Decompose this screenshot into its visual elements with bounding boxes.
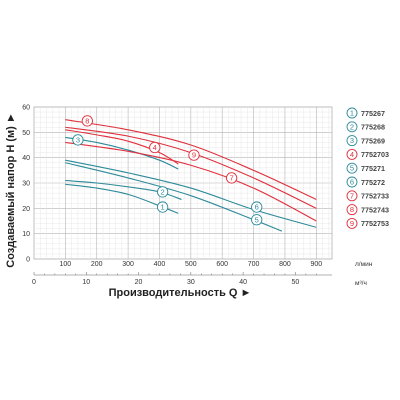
series-line-775271 <box>65 162 283 232</box>
legend-circle-9 <box>346 217 358 229</box>
x-tick-label: 700 <box>248 261 260 268</box>
y-tick-label: 40 <box>22 155 30 162</box>
curve-label-circle-6 <box>251 201 263 213</box>
legend-number-3: 3 <box>350 136 354 145</box>
series-line-7752703 <box>65 129 179 165</box>
legend-number-1: 1 <box>350 109 354 118</box>
x-tick-label: 800 <box>279 261 291 268</box>
y-tick-label: 20 <box>22 206 30 213</box>
curve-label-circle-4 <box>149 141 161 154</box>
curve-label-circle-5 <box>251 214 263 226</box>
legend-entry-7752703: 7752703 <box>361 150 389 159</box>
legend-circle-1 <box>346 107 358 119</box>
y-tick-label: 30 <box>22 181 30 188</box>
curve-label-number-8: 8 <box>85 117 89 126</box>
legend-circle-4 <box>346 148 358 160</box>
x-tick-label: 200 <box>91 261 103 268</box>
curve-label-circle-1 <box>156 201 169 213</box>
y-tick-label: 50 <box>22 130 30 137</box>
legend-number-6: 6 <box>350 178 354 187</box>
curve-label-number-6: 6 <box>255 203 259 212</box>
legend-circle-7 <box>346 190 358 202</box>
legend-entry-7752743: 7752743 <box>361 205 389 214</box>
legend-circle-5 <box>346 162 358 174</box>
series-line-7752733 <box>65 141 317 222</box>
curve-labels: 1 2 3 4 5 6 7 8 9 <box>72 115 263 226</box>
legend-entry-775271: 775271 <box>361 164 385 173</box>
x2-tick-label: 30 <box>187 279 195 286</box>
curve-label-number-1: 1 <box>161 203 165 212</box>
x-unit-secondary: м³/ч <box>355 280 367 287</box>
x-tick-label: 600 <box>216 261 228 268</box>
x2-tick-label: 0 <box>32 279 36 286</box>
y-tick-label: 10 <box>22 231 30 238</box>
legend-entry-775267: 775267 <box>361 109 385 118</box>
x2-tick-label: 40 <box>239 279 247 286</box>
curve-label-number-9: 9 <box>192 151 196 160</box>
x2-tick-label: 10 <box>82 279 90 286</box>
x-tick-label: 400 <box>154 261 166 268</box>
curve-label-number-5: 5 <box>255 215 259 224</box>
curve-label-number-3: 3 <box>76 136 80 145</box>
x-unit-primary: л/мин <box>355 261 373 268</box>
legend-circle-2 <box>346 121 358 133</box>
legend-entry-7752733: 7752733 <box>361 192 389 201</box>
grid <box>33 106 333 260</box>
legend-number-9: 9 <box>350 219 354 228</box>
x2-tick-label: 50 <box>292 279 300 286</box>
legend-circle-3 <box>346 135 358 147</box>
curve-label-circle-2 <box>156 186 169 198</box>
legend-number-5: 5 <box>350 164 354 173</box>
legend-number-2: 2 <box>350 122 354 131</box>
legend-entry-775269: 775269 <box>361 136 385 145</box>
curve-label-circle-7 <box>225 172 238 184</box>
legend-number-8: 8 <box>350 205 354 214</box>
x2-tick-label: 20 <box>135 279 143 286</box>
legend: 1 775267 2 775268 3 775269 4 7752703 5 775271 6 775… <box>346 107 389 229</box>
x-tick-label: 300 <box>122 261 134 268</box>
curve-label-number-2: 2 <box>161 187 165 196</box>
y-tick-label: 60 <box>22 105 30 112</box>
curve-label-circle-9 <box>188 149 200 161</box>
series-line-775272 <box>65 159 317 228</box>
series-line-775269 <box>65 136 179 170</box>
x-tick-label: 100 <box>60 261 72 268</box>
x-tick-label: 900 <box>310 261 322 268</box>
y-axis-label: Создаваемый напор H (м) ► <box>5 112 17 267</box>
x-tick-label: 500 <box>185 261 197 268</box>
curve-label-circle-8 <box>81 115 93 127</box>
curve-label-circle-3 <box>72 134 84 146</box>
legend-circle-8 <box>346 204 358 216</box>
legend-number-4: 4 <box>350 150 354 159</box>
series-line-7752753 <box>65 119 317 200</box>
legend-entry-7752753: 7752753 <box>361 219 389 228</box>
legend-number-7: 7 <box>350 191 354 200</box>
curve-label-number-7: 7 <box>230 174 234 183</box>
y-tick-label: 0 <box>26 257 30 264</box>
legend-circle-6 <box>346 176 358 188</box>
x-axis-label: Производительность Q ► <box>109 287 252 299</box>
legend-entry-775268: 775268 <box>361 123 385 132</box>
legend-entry-775272: 775272 <box>361 178 385 187</box>
curve-label-number-4: 4 <box>153 143 157 152</box>
